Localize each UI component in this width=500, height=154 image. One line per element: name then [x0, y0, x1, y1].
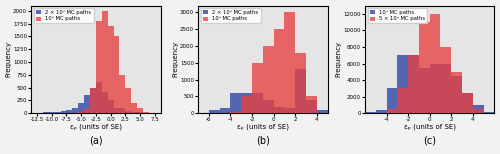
Bar — [306, 100, 316, 113]
Bar — [408, 55, 419, 113]
X-axis label: εₚ (units of SE): εₚ (units of SE) — [70, 124, 122, 130]
Bar — [398, 88, 408, 113]
Bar — [295, 53, 306, 113]
Legend: 2 × 10⁵ MC paths, 10⁵ MC paths: 2 × 10⁵ MC paths, 10⁵ MC paths — [200, 8, 260, 23]
Bar — [66, 110, 72, 113]
Bar — [78, 112, 84, 113]
Bar — [386, 109, 398, 113]
Bar — [137, 108, 143, 113]
Bar — [241, 93, 252, 113]
Bar — [473, 105, 484, 113]
Bar — [126, 88, 131, 113]
Bar — [484, 112, 494, 113]
Bar — [473, 109, 484, 113]
Bar — [114, 108, 119, 113]
Bar — [430, 64, 440, 113]
Legend: 2 × 10⁵ MC paths, 10⁵ MC paths: 2 × 10⁵ MC paths, 10⁵ MC paths — [34, 8, 94, 23]
Y-axis label: Frequency: Frequency — [336, 41, 342, 77]
Bar — [143, 112, 149, 113]
Bar — [78, 103, 84, 113]
Bar — [274, 107, 284, 113]
Bar — [108, 100, 114, 113]
Bar — [102, 11, 108, 113]
Bar — [274, 29, 284, 113]
Bar — [419, 22, 430, 113]
Bar — [263, 100, 274, 113]
Bar — [284, 12, 295, 113]
Bar — [230, 93, 241, 113]
Bar — [120, 75, 126, 113]
Bar — [84, 109, 90, 113]
Bar — [295, 69, 306, 113]
Bar — [306, 96, 316, 113]
Bar — [440, 64, 452, 113]
Bar — [452, 76, 462, 113]
Bar — [72, 108, 78, 113]
Y-axis label: Frequency: Frequency — [6, 41, 12, 77]
Bar — [316, 110, 328, 113]
Bar — [252, 93, 263, 113]
Text: (a): (a) — [89, 135, 102, 145]
Bar — [241, 96, 252, 113]
Bar — [386, 88, 398, 113]
Text: (c): (c) — [423, 135, 436, 145]
Bar — [54, 112, 60, 113]
Bar — [462, 93, 473, 113]
Bar — [114, 36, 119, 113]
Bar — [60, 111, 66, 113]
Bar — [462, 93, 473, 113]
Bar — [452, 72, 462, 113]
Bar — [90, 88, 96, 113]
Bar — [284, 108, 295, 113]
Bar — [43, 112, 49, 113]
Bar — [90, 88, 96, 113]
Bar — [419, 68, 430, 113]
Bar — [209, 110, 220, 113]
Bar — [398, 55, 408, 113]
Bar — [263, 46, 274, 113]
Bar — [108, 26, 114, 113]
Bar — [430, 14, 440, 113]
Bar — [49, 112, 54, 113]
Legend: 10⁵ MC paths, 5 × 10⁴ MC paths: 10⁵ MC paths, 5 × 10⁴ MC paths — [368, 8, 428, 23]
Bar — [84, 95, 90, 113]
Bar — [120, 108, 126, 113]
Bar — [440, 47, 452, 113]
X-axis label: εₚ (units of SE): εₚ (units of SE) — [237, 124, 289, 130]
Bar — [126, 111, 131, 113]
Bar — [96, 21, 102, 113]
Bar — [102, 92, 108, 113]
Bar — [137, 112, 143, 113]
Y-axis label: Frequency: Frequency — [172, 41, 178, 77]
Bar — [408, 55, 419, 113]
Bar — [252, 63, 263, 113]
Text: (b): (b) — [256, 135, 270, 145]
Bar — [376, 110, 386, 113]
Bar — [230, 111, 241, 113]
Bar — [96, 83, 102, 113]
Bar — [220, 108, 230, 113]
Bar — [131, 112, 137, 113]
Bar — [365, 112, 376, 113]
X-axis label: εₚ (units of SE): εₚ (units of SE) — [404, 124, 456, 130]
Bar — [131, 103, 137, 113]
